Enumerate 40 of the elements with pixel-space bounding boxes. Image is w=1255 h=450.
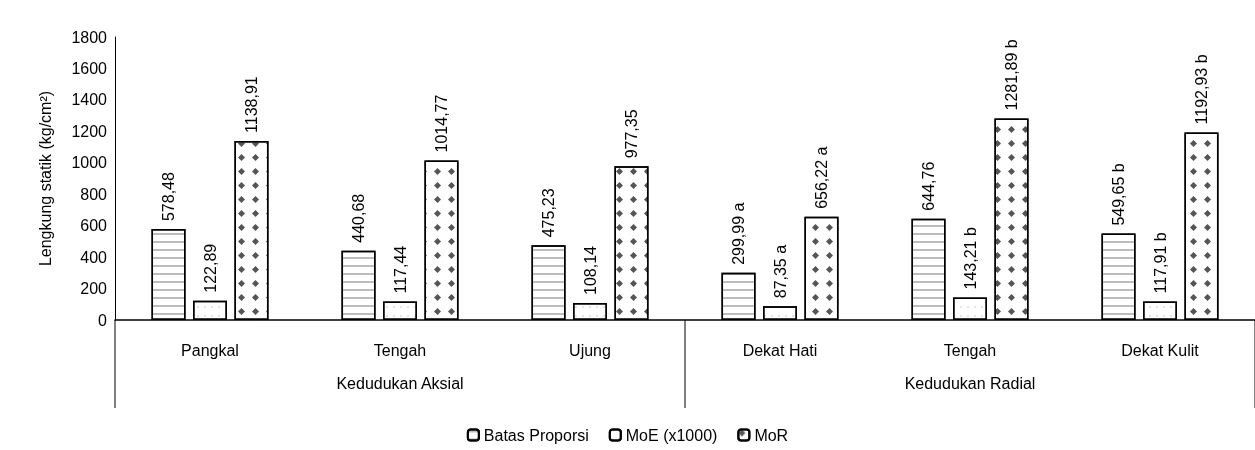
x-tick-label: Dekat Hati bbox=[742, 341, 818, 359]
data-label: 475,23 bbox=[540, 188, 558, 238]
data-label: 1014,77 bbox=[432, 94, 450, 153]
y-tick-label: 1600 bbox=[71, 59, 108, 77]
data-label: 644,76 bbox=[920, 161, 938, 211]
data-label: 440,68 bbox=[350, 193, 368, 243]
x-tick-label: Ujung bbox=[569, 341, 611, 359]
y-axis-title: Lengkung statik (kg/cm²) bbox=[36, 90, 54, 267]
data-label: 977,35 bbox=[622, 109, 640, 159]
data-label: 117,91 b bbox=[1151, 232, 1169, 294]
data-label: 1138,91 bbox=[242, 76, 260, 133]
x-tick-label: Tengah bbox=[373, 341, 427, 359]
data-label: 656,22 a bbox=[812, 146, 830, 209]
legend-label: MoR bbox=[754, 426, 789, 444]
data-label: 578,48 bbox=[160, 172, 178, 222]
x-tick-label: Tengah bbox=[943, 341, 997, 359]
x-tick-label: Pangkal bbox=[181, 341, 239, 359]
data-label: 1281,89 b bbox=[1002, 39, 1020, 111]
legend-label: MoE (x1000) bbox=[625, 426, 718, 444]
x-tick-label: Dekat Kulit bbox=[1121, 341, 1200, 359]
data-label: 108,14 bbox=[581, 245, 599, 295]
text: Kedudukan Radial bbox=[904, 374, 1036, 392]
y-tick-label: 1400 bbox=[71, 91, 108, 109]
data-label: 1192,93 b bbox=[1192, 54, 1210, 125]
legend-label: Batas Proporsi bbox=[483, 426, 589, 444]
data-label: 122,89 bbox=[201, 243, 219, 293]
data-label: 299,99 a bbox=[730, 202, 748, 265]
y-tick-label: 400 bbox=[80, 248, 108, 266]
data-label: 549,65 b bbox=[1110, 163, 1128, 226]
data-label: 87,35 a bbox=[771, 244, 789, 299]
y-tick-label: 800 bbox=[80, 185, 108, 203]
data-label: 143,21 b bbox=[961, 227, 979, 290]
y-tick-label: 1200 bbox=[71, 122, 108, 140]
text: Kedudukan Aksial bbox=[336, 374, 464, 392]
y-tick-label: 0 bbox=[98, 311, 108, 329]
y-tick-label: 200 bbox=[80, 280, 108, 298]
y-tick-label: 1800 bbox=[71, 28, 108, 46]
y-tick-label: 1000 bbox=[71, 154, 108, 172]
data-label: 117,44 bbox=[391, 245, 409, 294]
y-tick-label: 600 bbox=[80, 217, 108, 235]
